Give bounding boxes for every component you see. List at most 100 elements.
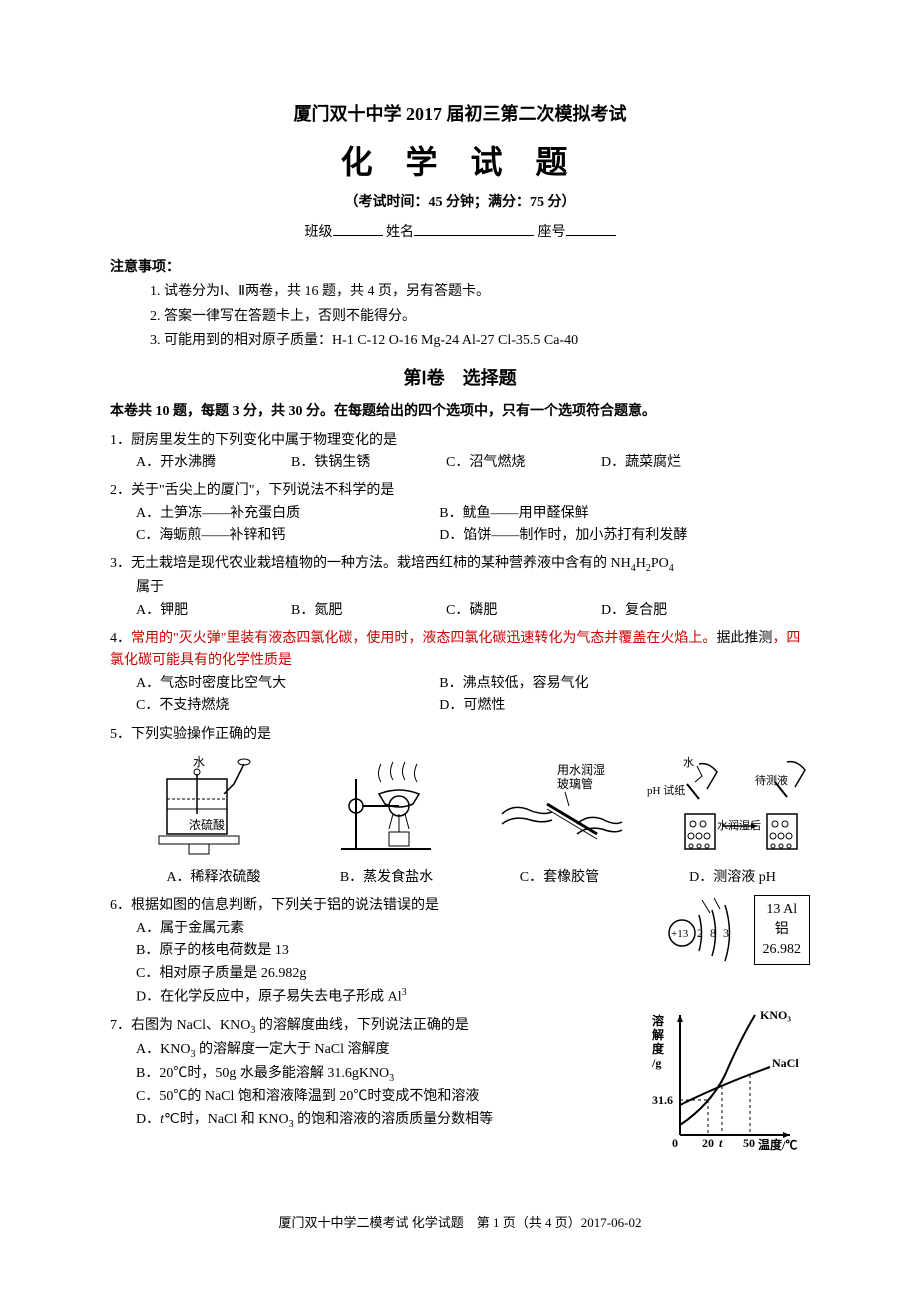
question-3: 3．无土栽培是现代农业栽培植物的一种方法。栽培西红柿的某种营养液中含有的 NH 4… (110, 553, 810, 622)
svg-text:KNO₃: KNO₃ (760, 1008, 791, 1022)
question-5: 5．下列实验操作正确的是 水 浓硫酸 (110, 724, 810, 890)
q5d-water-label: 水 (683, 756, 694, 769)
q2-option-b: B．鱿鱼——用甲醛保鲜 (439, 503, 742, 525)
q4-option-b: B．沸点较低，容易气化 (439, 673, 742, 695)
notice-title: 注意事项： (110, 257, 810, 279)
q3-text-p1: 3．无土栽培是现代农业栽培植物的一种方法。栽培西红柿的某种营养液中含有的 NH (110, 556, 631, 571)
q1-option-c: C．沼气燃烧 (446, 452, 601, 474)
q3-text-p3: PO (651, 556, 669, 571)
q2-option-c: C．海蛎煎——补锌和钙 (136, 525, 439, 547)
q5-img-a: 水 浓硫酸 (136, 754, 291, 859)
q2-option-d: D．馅饼——制作时，加小苏打有利发酵 (439, 525, 742, 547)
q5c-tube-label: 玻璃管 (557, 776, 593, 791)
section1-desc: 本卷共 10 题，每题 3 分，共 30 分。在每题给出的四个选项中，只有一个选… (110, 401, 810, 423)
q4-p1: 4． (110, 631, 131, 646)
q3-option-b: B．氮肥 (291, 600, 446, 622)
q1-option-b: B．铁锅生锈 (291, 452, 446, 474)
q1-option-d: D．蔬菜腐烂 (601, 452, 756, 474)
q7d-p2: ℃时，NaCl 和 KNO (164, 1112, 289, 1127)
svg-text:解: 解 (652, 1027, 664, 1042)
class-blank (333, 222, 383, 236)
q7d-p3: 的饱和溶液的溶质质量分数相等 (294, 1112, 494, 1127)
q5a-water-label: 水 (193, 755, 205, 769)
q3-option-a: A．钾肥 (136, 600, 291, 622)
notice-item-2: 2. 答案一律写在答题卡上，否则不能得分。 (150, 306, 810, 328)
q1-option-a: A．开水沸腾 (136, 452, 291, 474)
q5-img-b (309, 754, 464, 859)
q5-option-d: D．测溶液 pH (655, 867, 810, 889)
svg-text:温度/℃: 温度/℃ (758, 1137, 797, 1152)
q2-option-a: A．土笋冻——补充蛋白质 (136, 503, 439, 525)
q4-options-row1: A．气态时密度比空气大 B．沸点较低，容易气化 (110, 673, 810, 695)
q5-text: 5．下列实验操作正确的是 (110, 724, 810, 746)
section1-title: 第Ⅰ卷 选择题 (110, 364, 810, 393)
q6-images: +13 2 8 3 13 Al 铝 26.982 (662, 895, 811, 965)
question-7: 7．右图为 NaCl、KNO3 的溶解度曲线，下列说法正确的是 A．KNO3 的… (110, 1015, 810, 1133)
q5-option-b: B．蒸发食盐水 (309, 867, 464, 889)
q6-card-mass: 26.982 (763, 940, 802, 960)
q6-atom-card: 13 Al 铝 26.982 (754, 895, 811, 965)
q7-p2: 的溶解度曲线，下列说法正确的是 (255, 1018, 469, 1033)
notice-item-1: 1. 试卷分为Ⅰ、Ⅱ两卷，共 16 题，共 4 页，另有答题卡。 (150, 281, 810, 303)
q5-option-a: A．稀释浓硫酸 (136, 867, 291, 889)
q7a-p2: 的溶解度一定大于 NaCl 溶解度 (195, 1042, 389, 1057)
q1-text: 1．厨房里发生的下列变化中属于物理变化的是 (110, 430, 810, 452)
name-blank (414, 222, 534, 236)
svg-text:0: 0 (672, 1136, 678, 1150)
q3-text-p2: H (636, 556, 646, 571)
q4-option-a: A．气态时密度比空气大 (136, 673, 439, 695)
q3-indent: 属于 (110, 577, 810, 599)
q3-text: 3．无土栽培是现代农业栽培植物的一种方法。栽培西红柿的某种营养液中含有的 NH 4… (110, 553, 810, 577)
question-1: 1．厨房里发生的下列变化中属于物理变化的是 A．开水沸腾 B．铁锅生锈 C．沼气… (110, 430, 810, 475)
question-4: 4．常用的"灭火弹"里装有液态四氯化碳，使用时，液态四氯化碳迅速转化为气态并覆盖… (110, 628, 810, 718)
question-6: 6．根据如图的信息判断，下列关于铝的说法错误的是 A．属于金属元素 B．原子的核… (110, 895, 810, 1009)
q5d-test-label: 待测液 (755, 773, 788, 787)
svg-text:8: 8 (710, 926, 716, 940)
svg-text:20: 20 (702, 1136, 714, 1150)
q3-sub3: 4 (669, 563, 674, 574)
seat-label: 座号 (538, 225, 566, 240)
class-label: 班级 (305, 225, 333, 240)
q5-img-c: 用水润湿 玻璃管 (482, 754, 637, 859)
svg-text:31.6: 31.6 (652, 1093, 673, 1107)
q6-option-c: C．相对原子质量是 26.982g (110, 963, 810, 985)
q5-options: A．稀释浓硫酸 B．蒸发食盐水 C．套橡胶管 D．测溶液 pH (110, 867, 810, 889)
q5-option-c: C．套橡胶管 (482, 867, 637, 889)
q5-images-row: 水 浓硫酸 (110, 754, 810, 859)
q4-option-c: C．不支持燃烧 (136, 695, 439, 717)
seat-blank (566, 222, 616, 236)
svg-text:NaCl: NaCl (772, 1056, 799, 1070)
q6-card-numsym: 13 Al (763, 900, 802, 920)
notice-item-3: 3. 可能用到的相对原子质量：H-1 C-12 O-16 Mg-24 Al-27… (150, 330, 810, 352)
name-label: 姓名 (386, 225, 414, 240)
q7-graph: 31.6 0 20 t 50 温度/℃ 溶 解 度 /g KNO₃ NaCl (650, 1005, 810, 1163)
subject-title: 化 学 试 题 (110, 137, 810, 188)
q6-card-name: 铝 (763, 920, 802, 940)
q5-img-d: 水 pH 试纸 待测液 水润湿后 (655, 754, 810, 859)
q3-options: A．钾肥 B．氮肥 C．磷肥 D．复合肥 (110, 600, 810, 622)
q2-text: 2．关于"舌尖上的厦门"，下列说法不科学的是 (110, 480, 810, 502)
q6-atom-diagram: +13 2 8 3 (662, 895, 742, 965)
q2-options-row1: A．土笋冻——补充蛋白质 B．鱿鱼——用甲醛保鲜 (110, 503, 810, 525)
q4-option-d: D．可燃性 (439, 695, 742, 717)
q6-d-p1: D．在化学反应中，原子易失去电子形成 Al (136, 990, 402, 1005)
svg-text:度: 度 (652, 1041, 665, 1056)
q3-option-d: D．复合肥 (601, 600, 756, 622)
page-footer: 厦门双十中学二模考试 化学试题 第 1 页（共 4 页）2017-06-02 (110, 1213, 810, 1234)
q4-red1: 常用的"灭火弹"里装有液态四氯化碳，使用时，液态四氯化碳迅速转化为气态并覆盖在火… (131, 631, 716, 646)
notice-list: 1. 试卷分为Ⅰ、Ⅱ两卷，共 16 题，共 4 页，另有答题卡。 2. 答案一律… (110, 281, 810, 352)
q7b-sub: 3 (389, 1072, 394, 1083)
svg-text:/g: /g (651, 1056, 661, 1070)
svg-text:溶: 溶 (652, 1013, 664, 1028)
q5a-acid-label: 浓硫酸 (189, 817, 225, 832)
svg-text:t: t (719, 1136, 723, 1150)
q7-p1: 7．右图为 NaCl、KNO (110, 1018, 250, 1033)
svg-text:+13: +13 (671, 928, 689, 940)
q5d-ph-label: pH 试纸 (647, 784, 685, 797)
q5c-wet-label: 用水润湿 (557, 762, 605, 777)
q4-options-row2: C．不支持燃烧 D．可燃性 (110, 695, 810, 717)
q6-d-sup: 3 (402, 987, 407, 998)
exam-time-score: （考试时间：45 分钟；满分：75 分） (110, 192, 810, 214)
school-exam-title: 厦门双十中学 2017 届初三第二次模拟考试 (110, 100, 810, 129)
svg-text:2: 2 (697, 926, 703, 940)
